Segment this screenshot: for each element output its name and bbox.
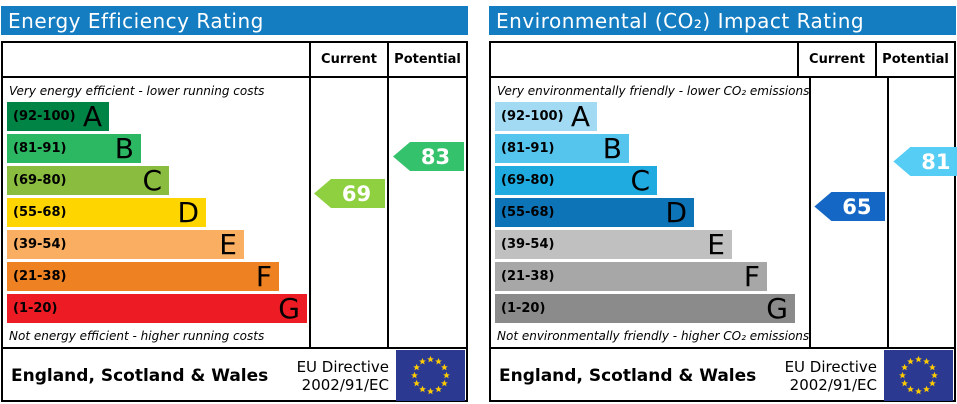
- top-caption: Very energy efficient - lower running co…: [9, 84, 265, 98]
- energy-efficiency-panel: Energy Efficiency Rating Current Potenti…: [1, 6, 468, 402]
- band-c: (69-80) C: [7, 166, 169, 195]
- band-f: (21-38) F: [495, 262, 767, 291]
- band-range: (1-20): [13, 301, 58, 316]
- eu-directive-label: EU Directive 2002/91/EC: [296, 357, 389, 394]
- band-d: (55-68) D: [7, 198, 206, 227]
- band-letter: C: [142, 164, 162, 197]
- band-letter: A: [82, 100, 102, 133]
- bottom-caption: Not environmentally friendly - higher CO…: [497, 329, 810, 343]
- band-range: (81-91): [13, 141, 67, 156]
- potential-rating-value: 81: [921, 149, 951, 174]
- band-b: (81-91) B: [495, 134, 629, 163]
- band-letter: G: [278, 292, 300, 325]
- top-caption: Very environmentally friendly - lower CO…: [497, 84, 810, 98]
- band-f: (21-38) F: [7, 262, 279, 291]
- band-letter: F: [255, 260, 272, 293]
- band-range: (21-38): [13, 269, 67, 284]
- environmental-panel-title: Environmental (CO₂) Impact Rating: [496, 8, 865, 33]
- band-b: (81-91) B: [7, 134, 141, 163]
- potential-rating-arrow: 83: [393, 142, 464, 171]
- band-letter: F: [743, 260, 760, 293]
- table-footer: England, Scotland & Wales EU Directive 2…: [3, 347, 466, 402]
- eu-directive-label: EU Directive 2002/91/EC: [784, 357, 877, 394]
- current-column-header: Current: [797, 43, 875, 76]
- band-e: (39-54) E: [495, 230, 732, 259]
- band-letter: D: [177, 196, 199, 229]
- band-c: (69-80) C: [495, 166, 657, 195]
- band-range: (39-54): [13, 237, 67, 252]
- band-range: (92-100): [13, 109, 76, 124]
- band-d: (55-68) D: [495, 198, 694, 227]
- band-range: (69-80): [13, 173, 67, 188]
- band-a: (92-100) A: [495, 102, 597, 131]
- energy-rating-table: Current Potential Very energy efficient …: [1, 41, 468, 402]
- band-letter: G: [766, 292, 788, 325]
- bottom-caption: Not energy efficient - higher running co…: [9, 329, 265, 343]
- band-range: (81-91): [501, 141, 555, 156]
- rating-scale-body: Very environmentally friendly - lower CO…: [491, 78, 957, 347]
- band-range: (21-38): [501, 269, 555, 284]
- band-scale: Very environmentally friendly - lower CO…: [491, 78, 809, 347]
- rating-scale-body: Very energy efficient - lower running co…: [3, 78, 466, 347]
- current-value-cell: 65: [809, 78, 887, 347]
- band-g: (1-20) G: [7, 294, 307, 323]
- eu-flag-icon: [884, 350, 953, 401]
- potential-column-header: Potential: [875, 43, 954, 76]
- table-footer: England, Scotland & Wales EU Directive 2…: [491, 347, 954, 402]
- current-column-header: Current: [309, 43, 387, 76]
- potential-rating-arrow: 81: [893, 147, 957, 176]
- current-rating-value: 69: [341, 181, 372, 206]
- environmental-rating-table: Current Potential Very environmentally f…: [489, 41, 957, 402]
- band-range: (55-68): [13, 205, 67, 220]
- band-range: (39-54): [501, 237, 555, 252]
- band-range: (92-100): [501, 109, 564, 124]
- potential-value-cell: 81: [887, 78, 957, 347]
- band-range: (55-68): [501, 205, 555, 220]
- region-label: England, Scotland & Wales: [11, 365, 269, 386]
- band-e: (39-54) E: [7, 230, 244, 259]
- header-spacer-cell: [3, 43, 309, 76]
- band-g: (1-20) G: [495, 294, 795, 323]
- band-letter: B: [114, 132, 134, 165]
- band-scale: Very energy efficient - lower running co…: [3, 78, 309, 347]
- band-letter: E: [707, 228, 725, 261]
- potential-rating-value: 83: [420, 144, 451, 169]
- current-rating-value: 65: [842, 194, 872, 219]
- potential-column-header: Potential: [387, 43, 466, 76]
- current-rating-arrow: 65: [814, 192, 886, 221]
- energy-title-bar: Energy Efficiency Rating: [1, 6, 468, 35]
- band-letter: D: [665, 196, 687, 229]
- eu-flag-icon: [396, 350, 465, 401]
- current-value-cell: 69: [309, 78, 387, 347]
- band-letter: B: [602, 132, 622, 165]
- column-header-row: Current Potential: [3, 43, 466, 78]
- header-spacer-cell: [491, 43, 797, 76]
- band-range: (1-20): [501, 301, 546, 316]
- environmental-impact-panel: Environmental (CO₂) Impact Rating Curren…: [489, 6, 957, 402]
- band-a: (92-100) A: [7, 102, 109, 131]
- energy-panel-title: Energy Efficiency Rating: [8, 8, 264, 33]
- band-range: (69-80): [501, 173, 555, 188]
- band-letter: E: [219, 228, 237, 261]
- region-label: England, Scotland & Wales: [499, 365, 757, 386]
- current-rating-arrow: 69: [314, 179, 385, 208]
- potential-value-cell: 83: [387, 78, 466, 347]
- band-letter: C: [630, 164, 650, 197]
- band-letter: A: [570, 100, 590, 133]
- environmental-title-bar: Environmental (CO₂) Impact Rating: [489, 6, 956, 35]
- column-header-row: Current Potential: [491, 43, 954, 78]
